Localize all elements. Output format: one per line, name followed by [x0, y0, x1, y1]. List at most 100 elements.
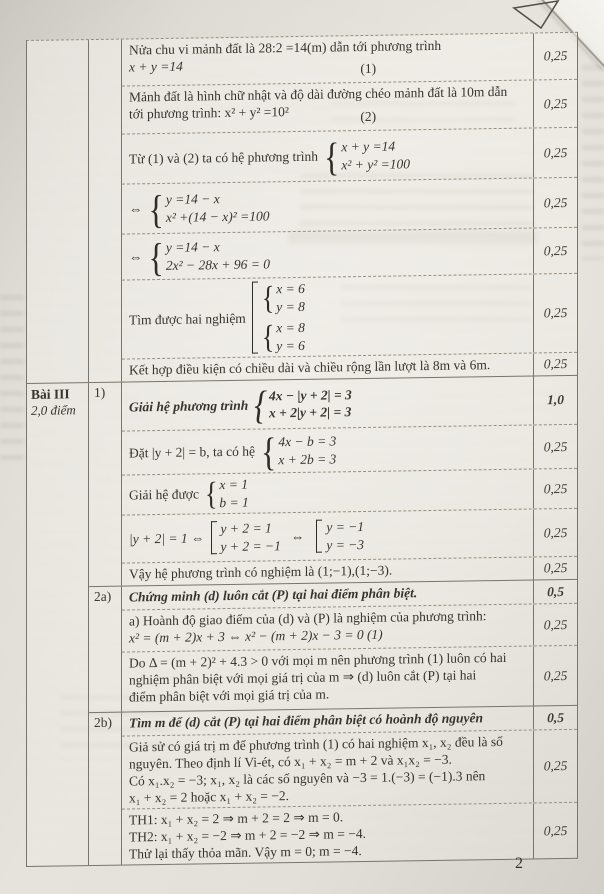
row-part1-header: Giải hệ phương trình { 4x − |y + 2| = 3 …: [122, 376, 577, 431]
points-cell: 0,25: [533, 177, 577, 228]
equation: y + 2 = 1: [220, 520, 272, 537]
equivalence-symbol: ⇔: [129, 201, 143, 217]
row-vieta-argument: Giả sử có giá trị m để phương trình (1) …: [122, 729, 577, 809]
row-two-solutions: Tìm được hai nghiệm { x = 6 y = 8: [122, 272, 577, 359]
row-absolute-value-cases: |y + 2| = 1 ⇔ y + 2 = 1 y + 2 = −1 ⇔: [122, 508, 577, 563]
square-bracket-symbol: [316, 519, 323, 554]
brace-symbol: {: [260, 428, 277, 474]
brace-symbol: {: [254, 382, 268, 428]
part-number: 1): [89, 382, 122, 587]
page-corner-mark: [511, 0, 560, 30]
points-cell: 0,25: [533, 646, 577, 706]
points-cell: 0,25: [533, 604, 577, 646]
equation: y =14 − x: [165, 239, 220, 255]
bai-iii-score: 2,0 điểm: [31, 402, 76, 419]
points-cell: 0,5: [533, 580, 577, 604]
answer-key-table: Nửa chu vi mảnh đất là 28:2 =14(m) dẫn t…: [26, 31, 578, 868]
row-content: |y + 2| = 1 ⇔ y + 2 = 1 y + 2 = −1 ⇔: [122, 510, 533, 563]
points-cell: 0,5: [533, 706, 577, 730]
row-diagonal-equation: Mảnh đất là hình chữ nhật và độ dài đườn…: [122, 78, 577, 134]
part-1: 1) Giải hệ phương trình { 4x − |y + 2| =…: [89, 376, 577, 587]
brace-symbol: {: [204, 475, 218, 512]
equation: y = 8: [276, 298, 305, 314]
row-content: Tìm được hai nghiệm { x = 6 y = 8: [122, 274, 533, 358]
points-cell: 0,25: [533, 557, 577, 580]
equation: 2x² − 28x + 96 = 0: [165, 255, 270, 273]
points-cell: 0,25: [533, 79, 577, 128]
bai-ii-part-cell: [89, 39, 122, 383]
equation: x = 6: [276, 280, 305, 297]
row-half-perimeter: Nửa chu vi mảnh đất là 28:2 =14(m) dẫn t…: [122, 32, 577, 86]
equation-system: { x = 1 b = 1: [204, 475, 249, 512]
task-statement: Giải hệ phương trình: [129, 397, 249, 415]
page-number: 2: [515, 855, 523, 872]
points-cell: 0,25: [533, 353, 577, 376]
row-content: ⇔ { y =14 − x 2x² − 28x + 96 = 0: [122, 228, 533, 279]
equation: y =14 − x: [165, 191, 220, 207]
equation: 4x − b = 3: [278, 433, 337, 450]
equation: x + y =14: [341, 138, 396, 155]
row-intersection-equation: a) Hoành độ giao điểm của (d) và (P) là …: [122, 603, 577, 652]
row-system-setup: Từ (1) và (2) ta có hệ phương trình { x …: [122, 126, 577, 184]
equation-system: { 4x − b = 3 x + 2b = 3: [260, 428, 337, 474]
row-quadratic: ⇔ { y =14 − x 2x² − 28x + 96 = 0 0,25: [122, 226, 577, 280]
row-substitute-b: Đặt |y + 2| = b, ta có hệ { 4x − b = 3 x…: [122, 424, 577, 475]
bai-ii-label-cell: [27, 40, 89, 384]
equation: x + 2b = 3: [278, 451, 337, 467]
part-2b: 2b) Tìm m để (d) cắt (P) tại hai điểm ph…: [89, 705, 577, 866]
equation-system: { y =14 − x 2x² − 28x + 96 = 0: [148, 233, 270, 280]
brace-symbol: {: [261, 279, 275, 316]
part-2a: 2a) Chứng minh (d) luôn cắt (P) tại hai …: [89, 579, 577, 713]
equation: x² + y² =100: [341, 155, 411, 172]
row-content: Giả sử có giá trị m để phương trình (1) …: [122, 731, 533, 809]
equation: b = 1: [219, 494, 249, 510]
equation: |y + 2| = 1 ⇔: [129, 530, 205, 547]
section-bai-iii: Bài III 2,0 điểm 1) Giải hệ phương trình…: [27, 375, 577, 867]
bleed-through-artifact: [0, 290, 24, 470]
equation-system: { 4x − |y + 2| = 3 x + 2|y + 2| = 3: [254, 382, 352, 428]
equation: y = −3: [326, 536, 365, 553]
points-cell: 0,25: [533, 127, 577, 178]
brace-symbol: {: [261, 318, 275, 355]
points-cell: 1,0: [533, 376, 577, 425]
points-cell: 0,25: [533, 273, 577, 353]
or-bracket: y = −1 y = −3: [314, 518, 364, 554]
equation-system: { x = 6 y = 8: [261, 279, 305, 316]
row-content: Mảnh đất là hình chữ nhật và độ dài đườn…: [122, 80, 533, 133]
row-content: Do Δ = (m + 2)² + 4.3 > 0 với mọi m nên …: [122, 647, 533, 712]
equation: x + 2|y + 2| = 3: [269, 404, 352, 421]
row-content: a) Hoành độ giao điểm của (d) và (P) là …: [122, 605, 533, 652]
row-cases-conclusion: TH1: x₁ + x₂ = 2 ⇒ m + 2 = 2 ⇒ m = 0. TH…: [122, 802, 577, 865]
square-bracket-symbol: [210, 521, 217, 555]
equation: y + 2 = −1: [220, 538, 281, 554]
points-cell: 0,25: [533, 227, 577, 274]
points-cell: 0,25: [533, 509, 577, 557]
statement-line: Đặt |y + 2| = b, ta có hệ: [129, 443, 255, 461]
equation-system: { y =14 − x x² +(14 − x)² =100: [148, 185, 270, 232]
points-cell: 0,25: [533, 425, 577, 469]
section-bai-ii: Nửa chu vi mảnh đất là 28:2 =14(m) dẫn t…: [27, 32, 577, 384]
statement-line: Từ (1) và (2) ta có hệ phương trình: [129, 148, 318, 167]
or-bracket: y + 2 = 1 y + 2 = −1: [209, 519, 281, 555]
brace-symbol: {: [148, 233, 164, 280]
points-cell: 0,25: [533, 730, 577, 803]
bai-iii-label-cell: Bài III 2,0 điểm: [27, 383, 89, 867]
row-content: Giải hệ phương trình { 4x − |y + 2| = 3 …: [122, 377, 533, 431]
statement-line: Tìm được hai nghiệm: [129, 310, 246, 328]
row-content: TH1: x₁ + x₂ = 2 ⇒ m + 2 = 2 ⇒ m = 0. TH…: [122, 804, 533, 865]
brace-symbol: {: [148, 185, 164, 232]
row-solve-system: Giải hệ được { x = 1 b = 1 0,25: [122, 468, 577, 515]
equation: y = −1: [326, 519, 365, 535]
brace-symbol: {: [323, 133, 340, 179]
solution-bracket: { x = 6 y = 8 {: [250, 279, 305, 355]
equation: x² +(14 − x)² =100: [165, 207, 270, 225]
points-cell: 0,25: [533, 469, 577, 509]
row-content: Từ (1) và (2) ta có hệ phương trình { x …: [122, 128, 533, 183]
bai-iii-title: Bài III: [31, 386, 70, 403]
part-number: 2a): [89, 586, 122, 713]
equation-number: (1): [360, 60, 377, 77]
row-discriminant-argument: Do Δ = (m + 2)² + 4.3 > 0 với mọi m nên …: [122, 645, 577, 712]
equation: x = 8: [276, 319, 305, 336]
equivalence-symbol: ⇔: [129, 249, 143, 265]
